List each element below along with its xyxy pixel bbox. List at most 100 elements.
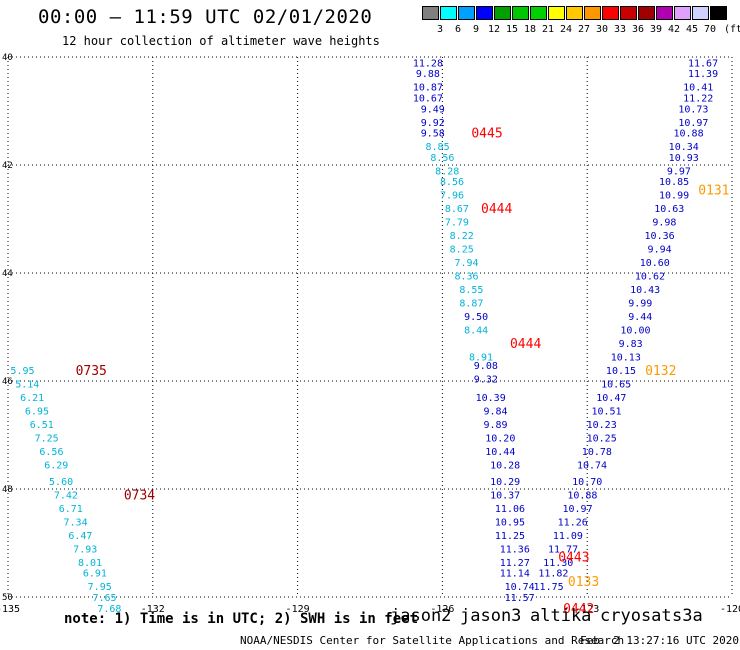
legend-swatch [530, 6, 547, 20]
wave-height-value: 10.43 [630, 285, 660, 296]
legend-swatch [440, 6, 457, 20]
x-tick-label: -132 [141, 604, 165, 615]
legend-swatch [548, 6, 565, 20]
wave-height-value: 11.57 [505, 593, 535, 604]
legend-label: 18 [523, 24, 537, 35]
wave-height-value: 7.96 [440, 191, 464, 202]
wave-height-value: 11.67 [688, 58, 718, 69]
wave-height-value: 10.15 [606, 366, 636, 377]
wave-height-value: 11.09 [553, 531, 583, 542]
wave-height-value: 10.51 [591, 407, 621, 418]
legend-altika: altika [530, 606, 592, 626]
wave-height-value: 10.73 [678, 104, 708, 115]
y-tick-label: 46 [2, 377, 13, 387]
wave-height-value: 10.00 [620, 326, 650, 337]
wave-height-value: 10.95 [495, 517, 525, 528]
wave-height-value: 8.56 [440, 177, 464, 188]
pass-time-label: 0444 [510, 337, 541, 352]
legend-label: 27 [577, 24, 591, 35]
wave-height-value: 10.74 [505, 582, 535, 593]
legend-label: 45 [685, 24, 699, 35]
legend-jason2: jason2 [390, 606, 452, 626]
legend-swatch [710, 6, 727, 20]
wave-height-value: 10.41 [683, 83, 713, 94]
wave-height-value: 5.60 [49, 477, 73, 488]
wave-height-value: 11.75 [534, 582, 564, 593]
wave-height-value: 11.26 [558, 517, 588, 528]
wave-height-value: 9.88 [416, 69, 440, 80]
wave-height-value: 10.97 [562, 504, 592, 515]
wave-height-value: 7.34 [64, 517, 88, 528]
wave-height-value: 11.22 [683, 94, 713, 105]
wave-height-value: 10.88 [674, 129, 704, 140]
timestamp: Feb 2 13:27:16 UTC 2020 [580, 634, 739, 647]
wave-height-value: 10.34 [669, 142, 699, 153]
wave-height-value: 9.50 [464, 312, 488, 323]
wave-height-value: 9.49 [421, 104, 445, 115]
legend-label: 30 [595, 24, 609, 35]
wave-height-value: 6.29 [44, 461, 68, 472]
legend-swatch [566, 6, 583, 20]
wave-height-value: 7.93 [73, 544, 97, 555]
wave-height-value: 8.87 [459, 299, 483, 310]
wave-height-value: 10.13 [611, 353, 641, 364]
wave-height-value: 11.25 [495, 531, 525, 542]
wave-height-value: 10.36 [645, 231, 675, 242]
wave-height-value: 10.39 [476, 393, 506, 404]
wave-height-value: 8.01 [78, 558, 102, 569]
legend-label: 6 [454, 24, 462, 35]
legend-label: 33 [613, 24, 627, 35]
wave-height-value: 10.20 [485, 434, 515, 445]
chart-title: 00:00 – 11:59 UTC 02/01/2020 [38, 6, 373, 28]
wave-height-value: 6.47 [68, 531, 92, 542]
legend-label: 9 [472, 24, 480, 35]
wave-height-value: 10.29 [490, 477, 520, 488]
pass-time-label: 0444 [481, 202, 512, 217]
legend-s3a: s3a [672, 606, 703, 626]
wave-height-value: 8.25 [450, 245, 474, 256]
wave-height-value: 10.23 [587, 420, 617, 431]
wave-height-value: 11.36 [500, 544, 530, 555]
wave-height-value: 9.44 [628, 312, 652, 323]
legend-label: 70 [703, 24, 717, 35]
legend-swatch [692, 6, 709, 20]
wave-height-value: 10.25 [587, 434, 617, 445]
wave-height-value: 9.08 [474, 361, 498, 372]
x-tick-label: -120 [720, 604, 740, 615]
wave-height-value: 7.42 [54, 490, 78, 501]
legend-swatch [656, 6, 673, 20]
pass-time-label: 0132 [645, 364, 676, 379]
wave-height-value: 10.67 [413, 94, 443, 105]
wave-height-value: 6.51 [30, 420, 54, 431]
wave-height-value: 9.99 [628, 299, 652, 310]
legend-swatch [458, 6, 475, 20]
wave-height-value: 8.55 [459, 285, 483, 296]
wave-height-value: 10.44 [485, 447, 515, 458]
legend-unit: (ft) [724, 24, 740, 35]
wave-height-value: 11.77 [548, 544, 578, 555]
wave-height-value: 10.60 [640, 258, 670, 269]
wave-height-value: 10.97 [678, 118, 708, 129]
legend-label: 24 [559, 24, 573, 35]
wave-height-value: 8.85 [426, 142, 450, 153]
wave-height-value: 11.14 [500, 569, 530, 580]
y-tick-label: 50 [2, 593, 13, 603]
wave-height-value: 6.91 [83, 569, 107, 580]
y-tick-label: 44 [2, 269, 13, 279]
wave-height-value: 10.37 [490, 490, 520, 501]
pass-time-label: 0443 [558, 551, 589, 566]
x-tick-label: -129 [286, 604, 310, 615]
wave-height-value: 9.32 [474, 374, 498, 385]
wave-height-value: 11.30 [543, 558, 573, 569]
wave-height-value: 10.28 [490, 461, 520, 472]
pass-time-label: 0445 [471, 127, 502, 142]
wave-height-value: 6.95 [25, 407, 49, 418]
wave-height-value: 8.44 [464, 326, 488, 337]
wave-height-value: 9.97 [667, 166, 691, 177]
wave-height-value: 7.79 [445, 218, 469, 229]
wave-height-value: 10.88 [567, 490, 597, 501]
wave-height-value: 8.67 [445, 204, 469, 215]
wave-height-value: 7.68 [97, 604, 121, 615]
legend-swatch [422, 6, 439, 20]
